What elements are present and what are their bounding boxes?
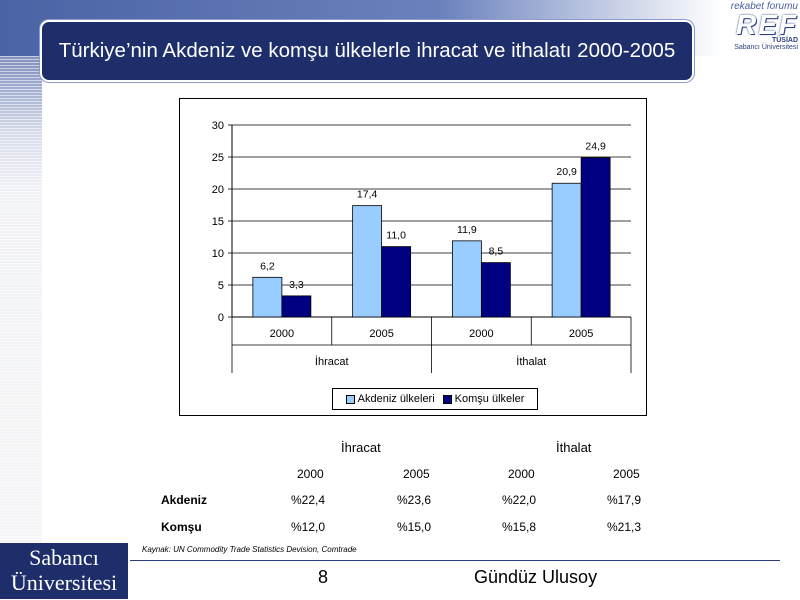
x-tick-label: 2000 (469, 328, 493, 340)
table-cell: %23,6 (397, 493, 432, 507)
data-label-akdeniz: 20,9 (556, 166, 577, 178)
sabanci-university-logo: Sabancı Üniversitesi (0, 543, 128, 599)
author-name: Gündüz Ulusoy (474, 567, 598, 587)
data-label-akdeniz: 11,9 (457, 224, 477, 236)
x-group-label: İhracat (315, 355, 349, 368)
y-tick-label: 0 (218, 312, 224, 324)
table-row-label-komsu: Komşu (161, 520, 202, 534)
table-cell: %21,3 (607, 520, 642, 534)
source-note: Kaynak: UN Commodity Trade Statistics De… (142, 545, 357, 554)
table-year: 2000 (508, 467, 535, 481)
university-logo-line1: Sabancı (29, 545, 99, 570)
table-year: 2005 (403, 467, 430, 481)
data-label-komsu: 8,5 (489, 246, 504, 258)
x-tick-label: 2000 (270, 328, 294, 340)
data-label-komsu: 11,0 (386, 230, 406, 242)
x-tick-label: 2005 (569, 328, 593, 340)
data-label-akdeniz: 6,2 (260, 260, 275, 272)
ref-logo-org: TÜSİAD (771, 37, 798, 44)
legend-swatch-komsu (442, 394, 452, 404)
ref-logo: rekabet forumu REF TÜSİAD Sabancı Üniver… (708, 0, 798, 58)
y-tick-label: 10 (212, 248, 224, 260)
table-group-ithalat: İthalat (556, 440, 592, 455)
table-cell: %12,0 (291, 520, 326, 534)
bar-komsu (580, 157, 611, 318)
table-cell: %15,0 (397, 520, 432, 534)
chart-frame: 0 5 10 15 20 25 30 6,2 3,3 2000 17,4 11,0 2005 11,9 8,… (179, 98, 647, 416)
footer-divider (130, 560, 780, 561)
ref-logo-name: REF (736, 9, 798, 40)
bar-komsu (381, 246, 412, 318)
y-tick-label: 5 (218, 280, 224, 292)
table-cell: %15,8 (502, 520, 537, 534)
table-cell: %22,4 (291, 493, 326, 507)
legend-item-komsu: Komşu ülkeler (442, 393, 525, 405)
bar-akdeniz (252, 276, 283, 318)
legend-item-akdeniz: Akdeniz ülkeleri (345, 393, 435, 405)
page-number: 8 (318, 567, 329, 587)
bar-akdeniz (352, 205, 383, 318)
y-tick-label: 30 (212, 120, 224, 132)
y-tick-label: 25 (212, 152, 224, 164)
table-cell: %17,9 (607, 493, 642, 507)
legend-label-komsu: Komşu ülkeler (454, 393, 525, 405)
slide-title-text: Türkiye’nin Akdeniz ve komşu ülkelerle i… (58, 39, 676, 62)
x-group-label: İthalat (516, 355, 546, 368)
university-logo-line2: Üniversitesi (10, 570, 118, 595)
ref-logo-tagline: rekabet forumu (730, 1, 798, 12)
x-tick-label: 2005 (369, 328, 393, 340)
table-year: 2005 (613, 467, 640, 481)
bar-akdeniz (551, 182, 582, 318)
table-year: 2000 (297, 467, 324, 481)
data-label-akdeniz: 17,4 (357, 189, 378, 201)
bar-komsu (281, 295, 312, 318)
bar-komsu (480, 262, 511, 318)
table-row-label-akdeniz: Akdeniz (161, 493, 208, 507)
ref-logo-university: Sabancı Üniversitesi (734, 44, 798, 51)
left-decorative-strip (0, 0, 42, 600)
chart-legend: Akdeniz ülkeleri Komşu ülkeler (332, 388, 538, 410)
data-label-komsu: 3,3 (289, 279, 304, 291)
table-group-ihracat: İhracat (341, 440, 381, 455)
y-tick-label: 20 (212, 184, 224, 196)
y-tick-label: 15 (212, 216, 224, 228)
legend-swatch-akdeniz (345, 394, 355, 404)
data-label-komsu: 24,9 (585, 141, 606, 153)
slide-title: Türkiye’nin Akdeniz ve komşu ülkelerle i… (40, 20, 694, 82)
bar-akdeniz (451, 240, 482, 318)
legend-label-akdeniz: Akdeniz ülkeleri (357, 393, 435, 405)
table-cell: %22,0 (502, 493, 537, 507)
bar-chart: 0 5 10 15 20 25 30 6,2 3,3 2000 17,4 11,0 2005 11,9 8,… (212, 120, 632, 373)
